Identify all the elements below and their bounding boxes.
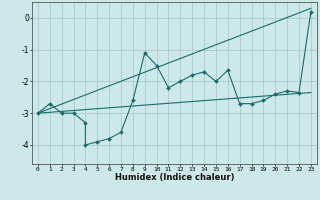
X-axis label: Humidex (Indice chaleur): Humidex (Indice chaleur) xyxy=(115,173,234,182)
